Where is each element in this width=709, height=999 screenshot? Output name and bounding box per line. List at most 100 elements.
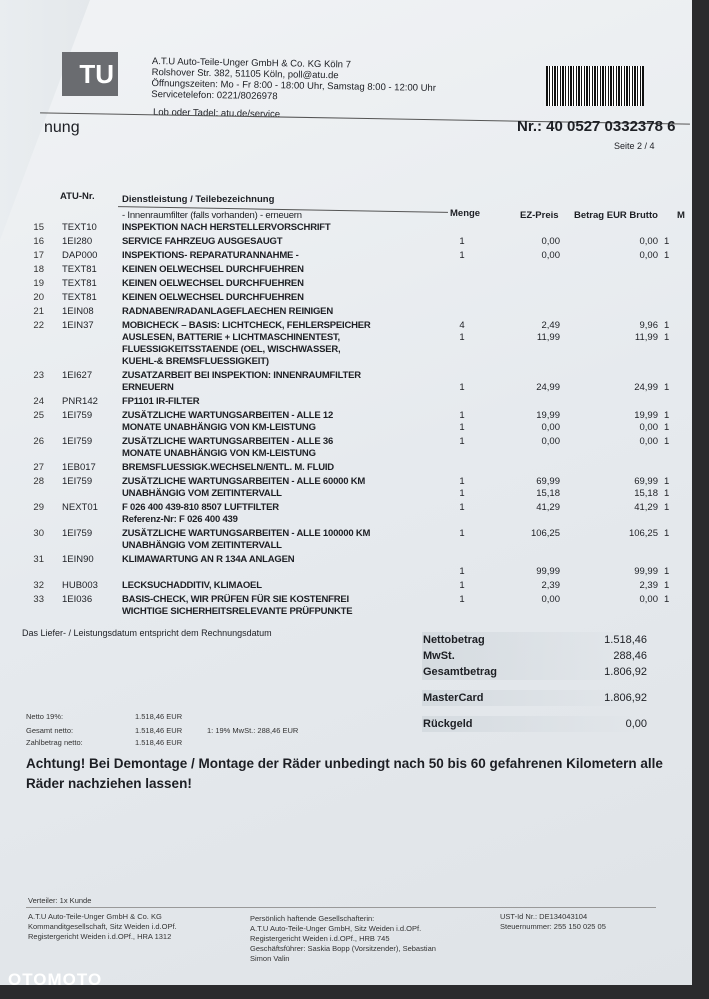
delivery-note: Das Liefer- / Leistungsdatum entspricht … <box>22 628 272 638</box>
total-value: 288,46 <box>613 650 647 662</box>
item-description: FLUESSIGKEITSSTAENDE (OEL, WISCHWASSER, <box>122 344 341 355</box>
item-position: 16 <box>33 236 44 247</box>
item-position: 21 <box>33 306 44 317</box>
item-m-flag: 1 <box>664 488 670 499</box>
item-position: 27 <box>33 462 44 473</box>
item-position: 19 <box>33 278 44 289</box>
item-atu-nr: 1EI627 <box>62 370 93 381</box>
total-value: 1.518,46 <box>604 634 647 646</box>
gesamt-netto-value: 1.518,46 EUR <box>135 726 183 735</box>
item-unit-price: 99,99 <box>536 566 560 577</box>
item-m-flag: 1 <box>664 250 670 261</box>
item-description: KLIMAWARTUNG AN R 134A ANLAGEN <box>122 554 295 565</box>
netto19-value: 1.518,46 EUR <box>135 712 183 721</box>
company-header: A.T.U Auto-Teile-Unger GmbH & Co. KG Köl… <box>151 56 436 105</box>
item-description: UNABHÄNGIG VOM ZEITINTERVALL <box>122 540 282 551</box>
total-value: 1.806,92 <box>604 692 647 704</box>
item-m-flag: 1 <box>664 236 670 247</box>
wheel-warning: Achtung! Bei Demontage / Montage der Räd… <box>26 756 663 791</box>
total-label: MwSt. <box>423 650 455 662</box>
item-qty: 1 <box>459 382 465 393</box>
total-value: 1.806,92 <box>604 666 647 678</box>
column-amount: Betrag EUR Brutto <box>574 210 658 221</box>
total-row: Gesamtbetrag 1.806,92 <box>422 664 647 680</box>
column-m: M <box>677 210 685 221</box>
item-amount: 0,00 <box>639 436 659 447</box>
item-qty: 1 <box>459 236 465 247</box>
item-description: AUSLESEN, BATTERIE + LICHTMASCHINENTEST, <box>122 332 340 343</box>
intro-text: - Innenraumfilter (falls vorhanden) - er… <box>122 210 302 221</box>
item-unit-price: 2,49 <box>541 320 561 331</box>
footer-line: Registergericht Weiden i.d.OPf., HRB 745 <box>250 934 390 943</box>
footer-company: A.T.U Auto-Teile-Unger GmbH & Co. KG Kom… <box>28 912 177 942</box>
item-m-flag: 1 <box>664 566 670 577</box>
item-atu-nr: DAP000 <box>62 250 98 261</box>
item-unit-price: 15,18 <box>536 488 560 499</box>
total-label: Nettobetrag <box>423 634 485 646</box>
item-atu-nr: 1EI036 <box>62 594 93 605</box>
footer-line: UST-Id Nr.: DE134043104 <box>500 912 588 921</box>
item-description: KEINEN OELWECHSEL DURCHFUEHREN <box>122 264 304 275</box>
item-unit-price: 11,99 <box>536 332 560 343</box>
item-amount: 9,96 <box>639 320 659 331</box>
total-row: Nettobetrag 1.518,46 <box>422 632 647 648</box>
folded-sheet-corner <box>0 0 90 240</box>
item-position: 33 <box>33 594 44 605</box>
item-description: ZUSÄTZLICHE WARTUNGSARBEITEN - ALLE 36 <box>122 436 334 447</box>
item-atu-nr: 1EI280 <box>62 236 93 247</box>
item-position: 23 <box>33 370 44 381</box>
item-amount: 41,29 <box>634 502 658 513</box>
item-atu-nr: 1EI759 <box>62 528 93 539</box>
item-unit-price: 0,00 <box>541 236 561 247</box>
item-qty: 1 <box>459 502 465 513</box>
item-atu-nr: 1EIN90 <box>62 554 94 565</box>
item-position: 31 <box>33 554 44 565</box>
item-description: ZUSÄTZLICHE WARTUNGSARBEITEN - ALLE 6000… <box>122 476 366 487</box>
item-amount: 99,99 <box>634 566 658 577</box>
item-description: UNABHÄNGIG VOM ZEITINTERVALL <box>122 488 282 499</box>
item-description: RADNABEN/RADANLAGEFLAECHEN REINIGEN <box>122 306 333 317</box>
column-qty: Menge <box>450 208 481 219</box>
item-description: SERVICE FAHRZEUG AUSGESAUGT <box>122 236 283 247</box>
item-description: ZUSÄTZLICHE WARTUNGSARBEITEN - ALLE 12 <box>122 410 334 421</box>
total-label: Rückgeld <box>423 718 473 730</box>
item-description: INSPEKTIONS- REPARATURANNAHME - <box>122 250 299 261</box>
item-qty: 4 <box>459 320 465 331</box>
item-amount: 106,25 <box>628 528 658 539</box>
item-qty: 1 <box>459 332 465 343</box>
item-m-flag: 1 <box>664 580 670 591</box>
item-m-flag: 1 <box>664 528 670 539</box>
gesamt-netto-label: Gesamt netto: <box>26 726 74 735</box>
item-description: MOBICHECK – BASIS: LICHTCHECK, FEHLERSPE… <box>122 320 371 331</box>
zahlbetrag-value: 1.518,46 EUR <box>135 738 183 747</box>
item-amount: 19,99 <box>634 410 658 421</box>
item-unit-price: 41,29 <box>536 502 560 513</box>
distribution: Verteiler: 1x Kunde <box>28 896 92 905</box>
total-row: Rückgeld 0,00 <box>422 716 647 732</box>
footer-line: Registergericht Weiden i.d.OPf., HRA 131… <box>28 932 172 941</box>
item-amount: 15,18 <box>634 488 658 499</box>
item-qty: 1 <box>459 528 465 539</box>
item-amount: 0,00 <box>639 236 659 247</box>
item-position: 29 <box>33 502 44 513</box>
item-atu-nr: HUB003 <box>62 580 98 591</box>
item-m-flag: 1 <box>664 410 670 421</box>
item-description: F 026 400 439-810 8507 LUFTFILTER <box>122 502 279 513</box>
footer-partner: Persönlich haftende Gesellschafterin: A.… <box>250 914 436 964</box>
footer-line: Persönlich haftende Gesellschafterin: <box>250 914 375 923</box>
item-unit-price: 0,00 <box>541 594 561 605</box>
item-unit-price: 69,99 <box>536 476 560 487</box>
item-position: 24 <box>33 396 44 407</box>
item-qty: 1 <box>459 250 465 261</box>
item-position: 22 <box>33 320 44 331</box>
document-title: nung <box>44 119 80 136</box>
item-unit-price: 0,00 <box>541 250 561 261</box>
item-unit-price: 19,99 <box>536 410 560 421</box>
item-position: 30 <box>33 528 44 539</box>
item-unit-price: 0,00 <box>541 436 561 447</box>
item-unit-price: 106,25 <box>530 528 560 539</box>
item-m-flag: 1 <box>664 332 670 343</box>
item-position: 26 <box>33 436 44 447</box>
item-m-flag: 1 <box>664 382 670 393</box>
page-indicator: Seite 2 / 4 <box>614 141 655 151</box>
